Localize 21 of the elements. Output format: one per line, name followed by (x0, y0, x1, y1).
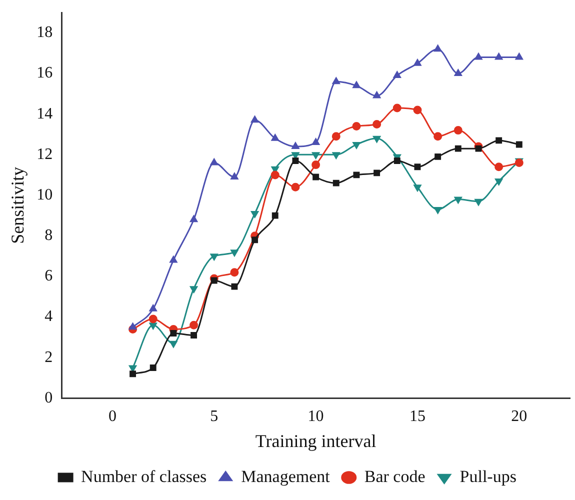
x-tick-label: 20 (511, 408, 528, 426)
x-tick-label: 5 (210, 408, 218, 426)
y-tick-label: 14 (36, 105, 53, 122)
legend-label: Management (241, 466, 330, 486)
y-tick-label: 0 (44, 389, 53, 406)
y-tick-label: 18 (36, 24, 53, 42)
x-axis-title: Training interval (255, 430, 376, 451)
legend-label: Bar code (364, 466, 426, 486)
x-tick-label: 10 (308, 408, 324, 426)
y-tick-label: 16 (36, 64, 53, 82)
y-tick-label: 4 (44, 308, 53, 326)
y-axis-title: Sensitivity (8, 166, 28, 244)
legend-label: Number of classes (81, 466, 207, 486)
x-tick-label: 15 (409, 408, 426, 426)
y-tick-label: 12 (36, 146, 53, 163)
legend-label: Pull-ups (460, 466, 516, 486)
y-tick-label: 2 (44, 348, 53, 366)
y-tick-label: 10 (36, 186, 53, 204)
x-tick-label: 0 (108, 408, 116, 426)
y-tick-label: 6 (44, 268, 53, 285)
y-tick-label: 8 (44, 227, 53, 244)
